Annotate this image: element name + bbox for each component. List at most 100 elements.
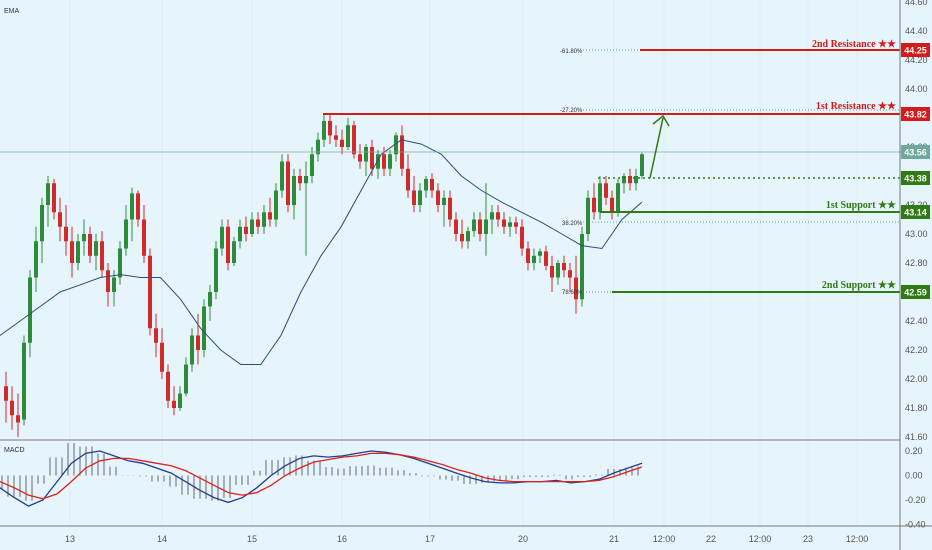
time-axis: 13 14 15 16 17 20 21 12:00 22 12:00 23 12:00 xyxy=(65,534,868,544)
candle-body xyxy=(106,270,110,292)
candle-body xyxy=(580,234,584,300)
price-tag-entry: 43.38 xyxy=(901,171,930,185)
candle-body xyxy=(16,415,20,423)
candle-body xyxy=(628,176,632,184)
date-tick-label: 21 xyxy=(609,534,619,544)
candle-body xyxy=(250,219,254,234)
date-tick-label: 12:00 xyxy=(653,534,676,544)
candle-body xyxy=(454,219,458,234)
date-tick-label: 22 xyxy=(706,534,716,544)
candle-body xyxy=(382,154,386,169)
macd-tick-label: 0.00 xyxy=(905,471,923,481)
date-tick-label: 14 xyxy=(157,534,167,544)
candle-body xyxy=(130,193,134,220)
candle-body xyxy=(568,270,572,278)
candle-body xyxy=(160,342,164,372)
candle-body xyxy=(514,222,518,227)
macd-tick-label: 0.20 xyxy=(905,446,923,456)
ema-indicator-label: EMA xyxy=(4,8,20,15)
candle-body xyxy=(208,292,212,307)
candle-body xyxy=(484,219,488,234)
fib-label-s1: 38.20% xyxy=(562,221,583,227)
price-tick-label: 44.40 xyxy=(905,26,928,36)
price-tag-s1: 43.14 xyxy=(901,205,930,219)
price-tick-label: 41.60 xyxy=(905,432,928,442)
candle-body xyxy=(46,183,50,205)
signal-line xyxy=(0,452,643,500)
candle-body xyxy=(322,120,326,140)
candle-body xyxy=(244,226,248,234)
candle-body xyxy=(28,277,32,343)
candle-body xyxy=(220,226,224,249)
candle-body xyxy=(178,393,182,408)
candle-body xyxy=(262,212,266,227)
candle-body xyxy=(238,226,242,242)
candle-body xyxy=(340,139,344,147)
resistance-1-label: 1st Resistance ★★ xyxy=(816,101,896,112)
candle-body xyxy=(346,125,350,147)
date-tick-label: 23 xyxy=(803,534,813,544)
candle-body xyxy=(574,277,578,300)
candle-body xyxy=(202,306,206,350)
fib-label-r2: -61.80% xyxy=(560,49,583,55)
candle-body xyxy=(172,400,176,408)
candle-body xyxy=(562,263,566,271)
candle-body xyxy=(622,176,626,184)
candle-body xyxy=(274,190,278,220)
candle-body xyxy=(70,241,74,263)
price-tag-s2: 42.59 xyxy=(901,285,930,299)
svg-text:43.56: 43.56 xyxy=(904,148,927,158)
candle-body xyxy=(316,139,320,155)
macd-tick-label: -0.40 xyxy=(905,520,926,530)
candle-body xyxy=(394,135,398,155)
candle-body xyxy=(64,226,68,242)
ema-line xyxy=(0,139,643,365)
candle-body xyxy=(304,176,308,184)
candle-body xyxy=(226,226,230,263)
candle-body xyxy=(490,212,494,220)
candle-body xyxy=(88,234,92,256)
date-tick-label: 15 xyxy=(247,534,257,544)
price-tick-label: 41.80 xyxy=(905,403,928,413)
candles xyxy=(4,115,644,437)
price-tick-label: 42.40 xyxy=(905,316,928,326)
candle-body xyxy=(196,335,200,350)
svg-text:42.59: 42.59 xyxy=(904,288,927,298)
candle-body xyxy=(4,386,8,401)
candle-body xyxy=(412,190,416,205)
candle-body xyxy=(40,205,44,242)
candle-body xyxy=(298,176,302,184)
candle-body xyxy=(268,212,272,220)
candle-body xyxy=(364,147,368,162)
candle-body xyxy=(118,248,122,278)
candle-body xyxy=(538,251,542,256)
date-tick-label: 16 xyxy=(337,534,347,544)
candle-body xyxy=(52,183,56,213)
candle-body xyxy=(520,226,524,249)
candle-body xyxy=(334,135,338,140)
candle-body xyxy=(328,120,332,136)
price-tick-label: 44.60 xyxy=(905,0,928,7)
candle-body xyxy=(310,154,314,176)
macd-tick-label: -0.20 xyxy=(905,495,926,505)
date-tick-label: 12:00 xyxy=(846,534,869,544)
price-tick-label: 44.20 xyxy=(905,55,928,65)
fib-label-s2: 78.60% xyxy=(562,290,583,296)
candle-body xyxy=(190,335,194,365)
candle-body xyxy=(184,364,188,394)
date-tick-label: 20 xyxy=(518,534,528,544)
candle-body xyxy=(508,222,512,227)
candle-body xyxy=(550,265,554,278)
candle-body xyxy=(592,197,596,213)
candle-body xyxy=(112,277,116,292)
candle-body xyxy=(610,197,614,213)
candle-body xyxy=(616,183,620,213)
candle-body xyxy=(148,255,152,329)
svg-text:43.82: 43.82 xyxy=(904,110,927,120)
resistance-2-label: 2nd Resistance ★★ xyxy=(812,39,896,50)
svg-text:44.25: 44.25 xyxy=(904,46,927,56)
price-tag-r1: 43.82 xyxy=(901,107,930,121)
date-tick-label: 17 xyxy=(425,534,435,544)
candle-body xyxy=(544,251,548,266)
